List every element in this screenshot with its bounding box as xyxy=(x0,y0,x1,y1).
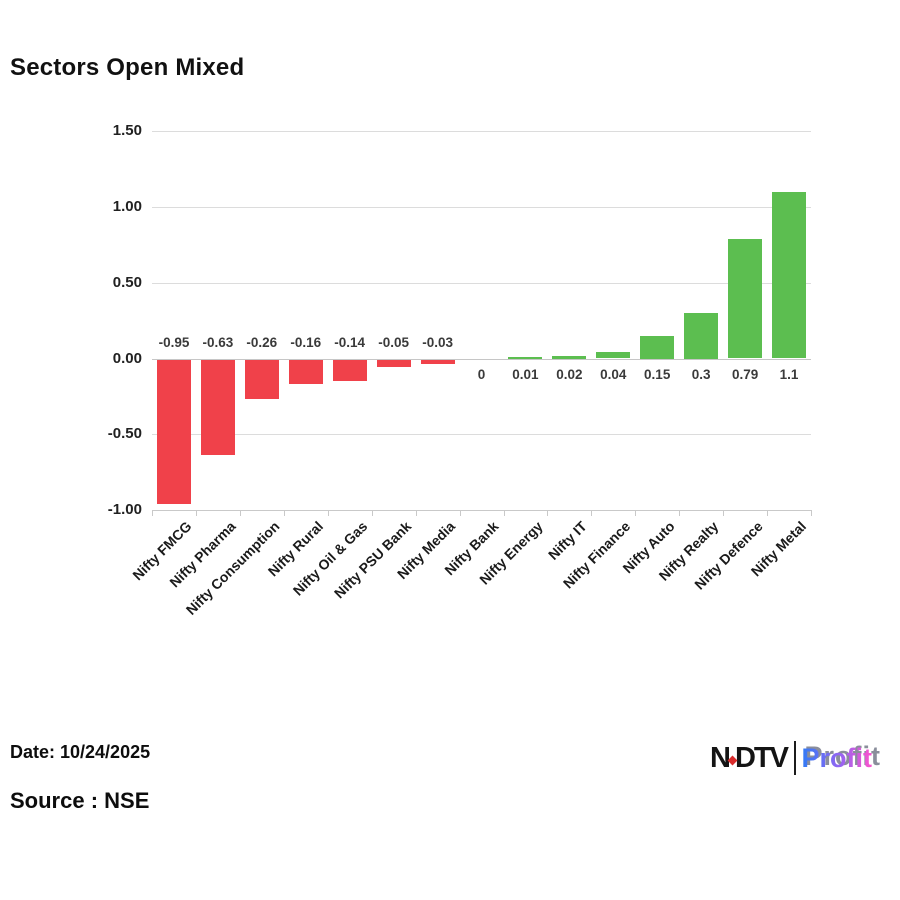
bar xyxy=(200,359,235,456)
axis-tick xyxy=(283,510,285,517)
y-axis-tick-label: 0.00 xyxy=(112,349,142,367)
axis-tick xyxy=(503,510,505,517)
bar xyxy=(508,357,543,359)
bar xyxy=(596,352,631,359)
bar xyxy=(288,359,323,384)
logo-separator xyxy=(793,741,797,775)
axis-tick xyxy=(415,510,417,517)
source-label: Source : NSE xyxy=(10,788,150,813)
bar-value-label: -0.63 xyxy=(202,334,234,350)
bar-value-label: 1.1 xyxy=(779,366,799,382)
bar xyxy=(640,335,675,359)
chart-title: Sectors Open Mixed xyxy=(10,54,245,81)
ndtv-letters-dtv: DTV xyxy=(734,741,789,774)
axis-tick xyxy=(371,510,373,517)
y-axis-tick-label: 0.50 xyxy=(112,273,142,291)
y-axis-tick-label: 1.00 xyxy=(112,197,142,215)
bar-value-label: 0.01 xyxy=(512,366,539,382)
bar-value-label: 0.02 xyxy=(556,366,583,382)
bar xyxy=(244,359,279,399)
bar-value-label: -0.03 xyxy=(422,334,453,350)
axis-tick xyxy=(239,510,241,517)
gridline xyxy=(152,131,811,132)
bar-value-label: -0.16 xyxy=(290,334,322,350)
axis-tick xyxy=(591,510,593,517)
bar-value-label: 0.3 xyxy=(691,366,711,382)
ndtv-letter-n: N xyxy=(710,741,731,774)
zero-line xyxy=(152,358,811,360)
gridline xyxy=(152,206,811,208)
ndtv-wordmark: N DTV xyxy=(710,741,789,775)
profit-shadow-text: Profit xyxy=(804,739,881,773)
bar-value-label: 0 xyxy=(477,366,486,382)
axis-tick xyxy=(327,510,329,517)
bar xyxy=(332,359,367,381)
y-axis-tick-label: -0.50 xyxy=(107,425,142,443)
gridline xyxy=(152,282,811,284)
axis-tick xyxy=(195,510,197,517)
bar xyxy=(684,313,719,359)
axis-tick xyxy=(635,510,637,517)
axis-tick xyxy=(152,510,153,517)
bar-value-label: -0.14 xyxy=(334,334,366,350)
gridline xyxy=(152,434,811,436)
axis-tick xyxy=(679,510,681,517)
bar-value-label: 0.04 xyxy=(600,366,627,382)
bar-value-label: 0.79 xyxy=(731,366,759,382)
y-axis-tick-label: 1.50 xyxy=(112,122,142,139)
x-axis-category-label: Nifty PSU Bank xyxy=(330,518,414,602)
bar xyxy=(552,355,587,359)
bar-value-label: -0.05 xyxy=(378,334,409,350)
y-axis-tick-label: -1.00 xyxy=(107,501,142,519)
bar-value-label: -0.26 xyxy=(246,334,278,350)
bar-value-label: -0.95 xyxy=(158,334,190,350)
bar xyxy=(420,359,455,365)
bar xyxy=(376,359,411,368)
axis-tick xyxy=(459,510,461,517)
axis-tick xyxy=(767,510,769,517)
bar-value-label: 0.15 xyxy=(644,366,671,382)
bar xyxy=(728,238,763,359)
axis-tick xyxy=(723,510,725,517)
x-axis-line xyxy=(152,510,811,512)
axis-tick xyxy=(811,510,812,517)
axis-tick xyxy=(547,510,549,517)
profit-wordmark: Profit Profit xyxy=(801,741,880,775)
bar xyxy=(157,359,191,504)
profit-gradient-text: Profit xyxy=(801,743,872,773)
bar xyxy=(772,191,806,359)
date-label: Date: 10/24/2025 xyxy=(10,742,151,762)
